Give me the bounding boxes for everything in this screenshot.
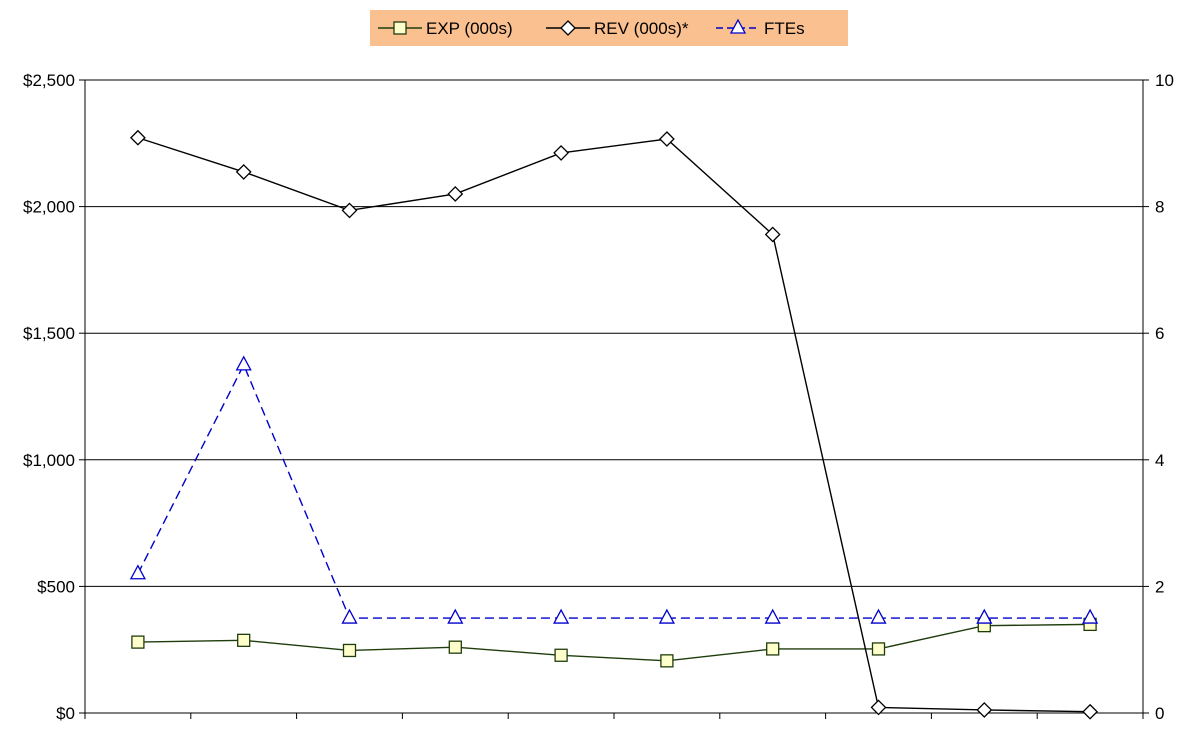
data-point xyxy=(976,702,993,718)
data-point xyxy=(870,699,887,716)
data-point xyxy=(658,608,675,624)
data-point xyxy=(448,640,462,654)
right-tick-label: 4 xyxy=(1155,451,1164,470)
data-point xyxy=(447,186,464,202)
legend-entry: EXP (000s) xyxy=(378,19,513,38)
series-line xyxy=(137,363,1091,619)
legend-box xyxy=(370,10,848,46)
data-point xyxy=(764,608,781,624)
data-point xyxy=(660,654,674,668)
legend-label: EXP (000s) xyxy=(426,19,513,38)
legend-marker xyxy=(560,20,576,36)
series-diamond xyxy=(129,129,1099,720)
left-tick-label: $1,500 xyxy=(23,324,75,343)
legend-label: FTEs xyxy=(764,19,805,38)
right-tick-label: 6 xyxy=(1155,324,1164,343)
right-tick-label: 0 xyxy=(1155,704,1164,723)
right-tick-label: 8 xyxy=(1155,198,1164,217)
data-point xyxy=(764,226,781,243)
data-point xyxy=(554,648,568,662)
series-triangle xyxy=(129,355,1099,624)
gridlines xyxy=(85,79,1143,587)
data-point xyxy=(237,633,251,647)
left-tick-label: $500 xyxy=(37,577,75,596)
legend-marker xyxy=(729,18,747,34)
data-point xyxy=(870,608,887,624)
series-layer xyxy=(129,129,1099,720)
left-tick-label: $1,000 xyxy=(23,451,75,470)
data-point xyxy=(658,131,675,147)
right-tick-label: 2 xyxy=(1155,577,1164,596)
legend-entry: REV (000s)* xyxy=(546,19,689,38)
left-tick-label: $2,000 xyxy=(23,198,75,217)
right-tick-label: 10 xyxy=(1155,71,1174,90)
chart-legend: EXP (000s) REV (000s)* FTEs xyxy=(370,10,848,46)
data-point xyxy=(131,635,145,649)
data-point xyxy=(976,608,993,624)
data-point xyxy=(341,202,358,219)
legend-marker xyxy=(393,21,407,35)
data-point xyxy=(553,145,570,161)
series-square xyxy=(131,617,1097,668)
series-line xyxy=(137,623,1091,662)
data-point xyxy=(235,355,252,371)
left-tick-label: $2,500 xyxy=(23,71,75,90)
data-point xyxy=(129,129,146,146)
legend-label: REV (000s)* xyxy=(594,19,689,38)
data-point xyxy=(553,608,570,624)
series-line xyxy=(137,137,1091,713)
data-point xyxy=(235,163,252,180)
data-point xyxy=(766,642,780,656)
data-point xyxy=(129,564,146,580)
legend-entry: FTEs xyxy=(716,18,805,38)
data-point xyxy=(447,608,464,624)
data-point xyxy=(1082,703,1099,720)
axes: $0 $500 $1,000 $1,500 $2,000 $2,500 0 2 4 6 8 10 xyxy=(23,71,1174,723)
data-point xyxy=(871,642,886,656)
data-point xyxy=(341,608,358,624)
data-point xyxy=(1082,608,1099,624)
left-tick-label: $0 xyxy=(56,704,75,723)
data-point xyxy=(342,643,357,658)
